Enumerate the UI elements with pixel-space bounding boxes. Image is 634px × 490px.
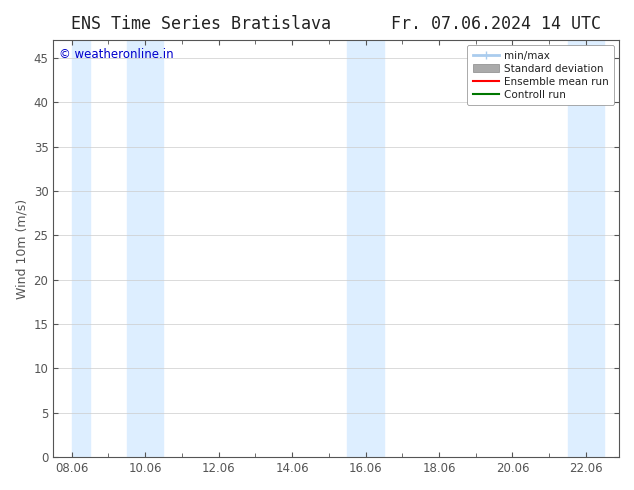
Bar (72, 40, 90, 457)
Text: © weatheronline.in: © weatheronline.in (59, 49, 174, 61)
Bar (567, 40, 604, 457)
Legend: min/max, Standard deviation, Ensemble mean run, Controll run: min/max, Standard deviation, Ensemble me… (467, 45, 614, 105)
Bar (347, 40, 384, 457)
Y-axis label: Wind 10m (m/s): Wind 10m (m/s) (15, 198, 28, 299)
Bar (127, 40, 164, 457)
Title: ENS Time Series Bratislava      Fr. 07.06.2024 14 UTC: ENS Time Series Bratislava Fr. 07.06.202… (71, 15, 601, 33)
